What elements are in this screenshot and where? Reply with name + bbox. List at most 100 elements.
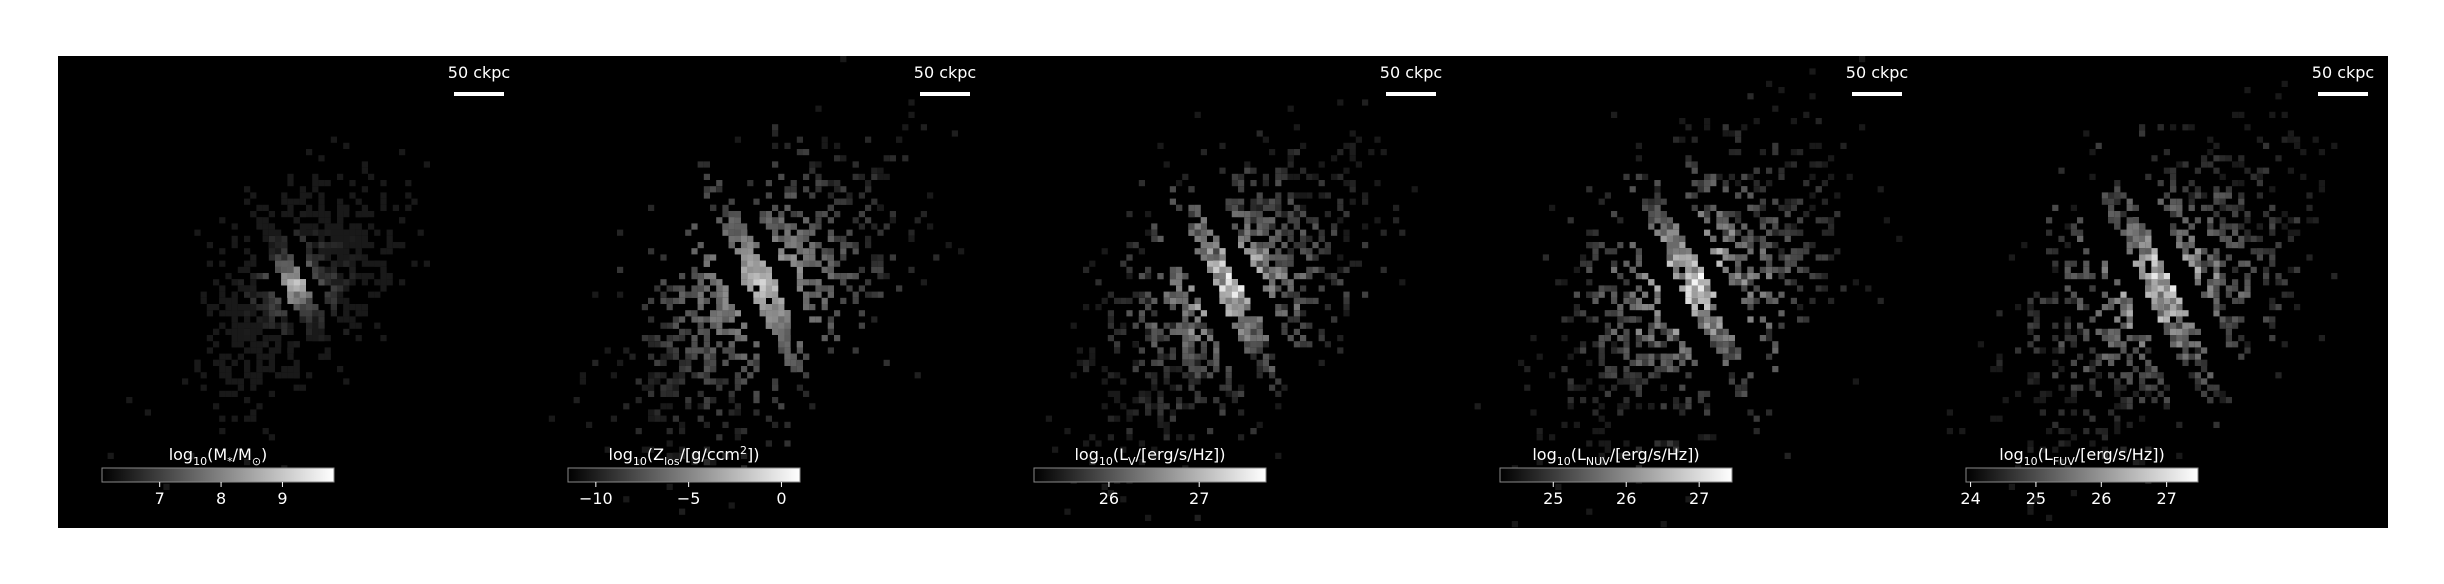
map-pixel	[1318, 335, 1325, 342]
map-pixel	[1188, 353, 1195, 360]
map-pixel	[1312, 254, 1319, 261]
map-pixel	[287, 266, 294, 273]
map-pixel	[1561, 279, 1568, 286]
map-pixel	[1654, 204, 1661, 211]
map-pixel	[1586, 242, 1593, 249]
map-pixel	[1120, 496, 1127, 503]
map-pixel	[1269, 198, 1276, 205]
map-pixel	[2108, 304, 2115, 311]
map-pixel	[1151, 372, 1158, 379]
map-pixel	[1741, 384, 1748, 391]
map-pixel	[1293, 273, 1300, 280]
map-pixel	[349, 273, 356, 280]
map-pixel	[1679, 248, 1686, 255]
map-pixel	[2126, 235, 2133, 242]
map-pixel	[815, 217, 822, 224]
map-pixel	[361, 167, 368, 174]
map-pixel	[1300, 273, 1307, 280]
map-pixel	[1231, 397, 1238, 404]
map-pixel	[2219, 316, 2226, 323]
map-pixel	[1759, 291, 1766, 298]
map-pixel	[2275, 155, 2282, 162]
map-pixel	[275, 235, 282, 242]
map-pixel	[710, 254, 717, 261]
map-pixel	[2170, 341, 2177, 348]
map-pixel	[2083, 130, 2090, 137]
map-pixel	[765, 285, 772, 292]
map-pixel	[1648, 341, 1655, 348]
map-pixel	[803, 248, 810, 255]
map-pixel	[1244, 297, 1251, 304]
map-pixel	[1343, 211, 1350, 218]
map-pixel	[349, 229, 356, 236]
map-pixel	[716, 279, 723, 286]
map-pixel	[1753, 180, 1760, 187]
map-pixel	[834, 142, 841, 149]
map-pixel	[1238, 229, 1245, 236]
map-pixel	[1138, 347, 1145, 354]
map-pixel	[1654, 372, 1661, 379]
map-pixel	[324, 335, 331, 342]
map-pixel	[2058, 167, 2065, 174]
map-pixel	[2275, 242, 2282, 249]
map-pixel	[778, 254, 785, 261]
map-pixel	[796, 260, 803, 267]
map-pixel	[2083, 273, 2090, 280]
map-pixel	[1300, 335, 1307, 342]
map-pixel	[1213, 359, 1220, 366]
map-pixel	[1604, 328, 1611, 335]
map-pixel	[2126, 322, 2133, 329]
map-pixel	[1145, 403, 1152, 410]
map-pixel	[1337, 99, 1344, 106]
map-pixel	[287, 285, 294, 292]
map-pixel	[1790, 229, 1797, 236]
map-pixel	[1623, 297, 1630, 304]
map-pixel	[1070, 372, 1077, 379]
map-pixel	[1151, 341, 1158, 348]
map-pixel	[1225, 198, 1232, 205]
map-pixel	[2225, 223, 2232, 230]
map-pixel	[287, 372, 294, 379]
map-pixel	[330, 136, 337, 143]
map-pixel	[1138, 397, 1145, 404]
map-pixel	[858, 192, 865, 199]
map-pixel	[2101, 428, 2108, 435]
map-pixel	[2213, 198, 2220, 205]
map-pixel	[1262, 136, 1269, 143]
map-pixel	[1660, 353, 1667, 360]
map-pixel	[703, 378, 710, 385]
map-pixel	[920, 279, 927, 286]
map-pixel	[1262, 173, 1269, 180]
map-pixel	[1126, 310, 1133, 317]
map-pixel	[1660, 440, 1667, 447]
map-pixel	[1648, 279, 1655, 286]
map-pixel	[617, 229, 624, 236]
map-pixel	[1697, 211, 1704, 218]
map-pixel	[1269, 266, 1276, 273]
map-pixel	[2070, 397, 2077, 404]
map-pixel	[1741, 378, 1748, 385]
map-pixel	[1182, 347, 1189, 354]
map-pixel	[1225, 266, 1232, 273]
map-pixel	[250, 254, 257, 261]
map-pixel	[287, 322, 294, 329]
map-pixel	[1654, 353, 1661, 360]
map-pixel	[1269, 223, 1276, 230]
map-pixel	[1660, 211, 1667, 218]
map-pixel	[318, 211, 325, 218]
map-pixel	[2114, 198, 2121, 205]
map-pixel	[1598, 403, 1605, 410]
map-pixel	[2238, 335, 2245, 342]
map-pixel	[1586, 266, 1593, 273]
map-pixel	[1604, 335, 1611, 342]
map-pixel	[268, 229, 275, 236]
map-pixel	[2108, 211, 2115, 218]
map-pixel	[1374, 180, 1381, 187]
map-pixel	[852, 217, 859, 224]
map-pixel	[1716, 335, 1723, 342]
map-pixel	[293, 266, 300, 273]
label-part: log	[1532, 445, 1556, 464]
map-pixel	[821, 180, 828, 187]
map-pixel	[1343, 167, 1350, 174]
map-pixel	[1828, 155, 1835, 162]
